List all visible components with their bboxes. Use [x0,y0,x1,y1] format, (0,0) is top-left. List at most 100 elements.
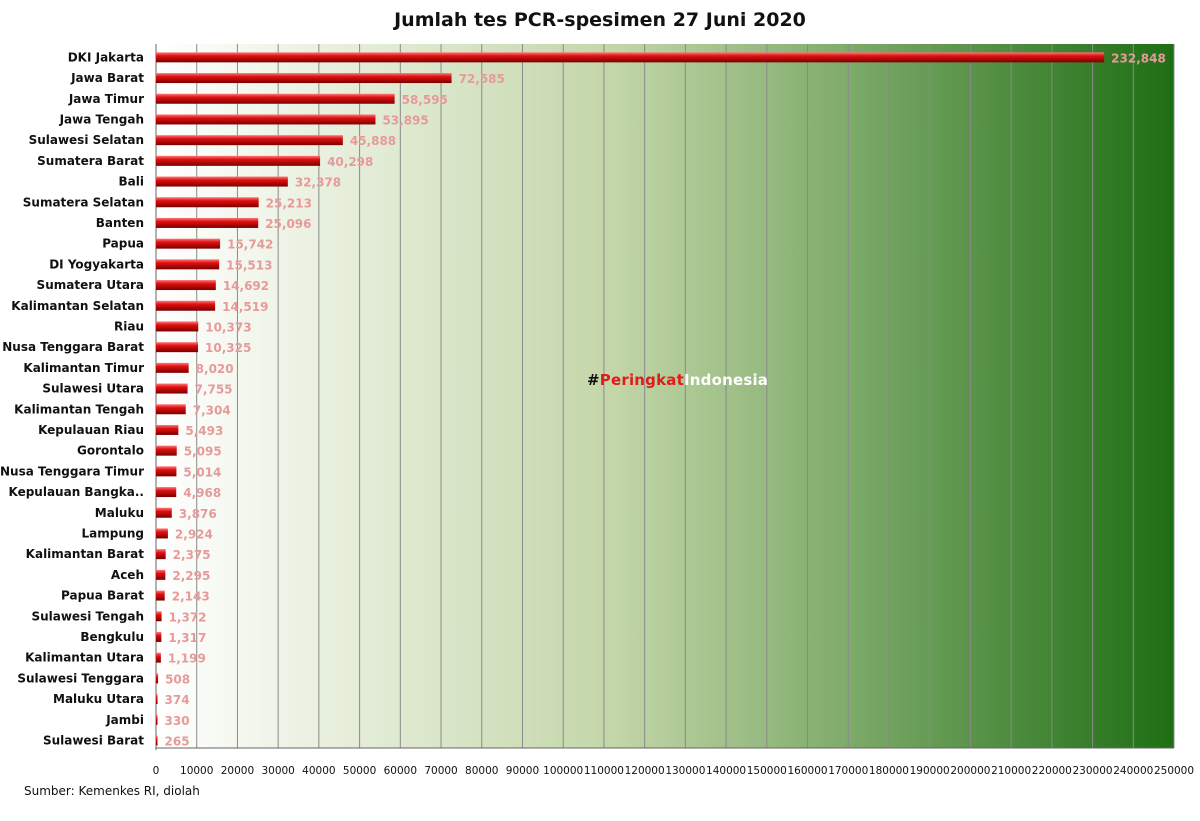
value-label: 14,519 [222,300,268,314]
value-label: 5,014 [183,465,221,479]
bar [156,507,172,518]
x-tick-label: 80000 [465,765,498,777]
category-label: Sulawesi Tengah [31,609,144,623]
chart-title: Jumlah tes PCR-spesimen 27 Juni 2020 [394,9,806,31]
category-label: Sumatera Utara [37,278,144,292]
category-label: Nusa Tenggara Barat [2,340,144,354]
bar [156,652,161,663]
x-tick-labels: 0 10000 20000 30000 40000 50000 60000 70000 8000… [153,765,1194,777]
category-label: DI Yogyakarta [49,257,144,271]
plot-area-background [156,44,1174,748]
value-label: 4,968 [183,486,221,500]
category-label: Jawa Barat [70,71,144,85]
value-label: 232,848 [1111,51,1166,65]
x-tick-label: 100000 [543,765,583,777]
category-label: Maluku Utara [53,692,144,706]
bar [156,735,158,746]
value-label: 1,199 [168,652,206,666]
value-label: 508 [165,672,190,686]
value-label: 40,298 [327,155,373,169]
bar [156,300,216,311]
value-label: 330 [165,714,190,728]
x-tick-label: 230000 [1073,765,1113,777]
source-note: Sumber: Kemenkes RI, diolah [24,784,200,798]
category-label: Papua Barat [61,589,144,603]
x-tick-label: 190000 [910,765,950,777]
value-label: 2,143 [172,590,210,604]
x-tick-label: 30000 [261,765,294,777]
value-label: 7,755 [195,383,233,397]
x-tick-label: 10000 [180,765,213,777]
bar [156,694,158,705]
category-label: Kepulauan Riau [38,423,144,437]
category-label: Jambi [105,713,144,727]
bar [156,321,199,332]
bars [156,52,1105,746]
value-label: 15,742 [227,238,273,252]
bar [156,342,199,353]
value-label: 5,493 [185,424,223,438]
x-tick-label: 210000 [991,765,1031,777]
gridlines [196,44,1175,748]
category-label: Sulawesi Utara [42,382,144,396]
bar [156,528,168,539]
x-tick-label: 70000 [424,765,457,777]
value-label: 45,888 [350,134,396,148]
category-label: Bali [119,175,144,189]
x-tick-label: 130000 [665,765,705,777]
category-label: Bengkulu [80,630,144,644]
watermark-hash: # [587,371,600,389]
bar [156,487,177,498]
value-label: 25,096 [265,217,311,231]
bar [156,93,395,104]
category-label: Sumatera Barat [37,154,144,168]
x-tick-label: 250000 [1154,765,1194,777]
x-tick-label: 0 [153,765,160,777]
x-tick-label: 140000 [706,765,746,777]
value-label: 10,373 [205,320,251,334]
bar [156,155,321,166]
category-labels: DKI Jakarta Jawa Barat Jawa Timur Jawa Teng… [0,50,144,747]
bar [156,217,259,228]
x-tick-label: 90000 [506,765,539,777]
bar [156,631,162,642]
category-label: Kalimantan Utara [25,651,144,665]
x-tick-label: 20000 [221,765,254,777]
watermark-indonesia: Indonesia [683,371,769,389]
category-label: Kalimantan Selatan [11,299,144,313]
category-label: Maluku [95,506,144,520]
category-label: Kepulauan Bangka.. [8,485,144,499]
bar [156,569,166,580]
value-label: 72,585 [459,72,505,86]
category-label: Sulawesi Barat [43,733,144,747]
bar [156,197,259,208]
bar [156,590,165,601]
bar [156,52,1105,63]
category-label: Sumatera Selatan [23,195,144,209]
category-label: Kalimantan Timur [23,361,144,375]
category-label: Lampung [81,526,144,540]
value-label: 265 [165,734,190,748]
value-label: 3,876 [179,507,217,521]
value-label: 14,692 [223,279,269,293]
value-label: 53,895 [382,113,428,127]
value-label: 5,095 [184,445,222,459]
value-labels: 232,848 72,585 58,595 53,895 45,888 40,298 32,… [165,51,1166,748]
x-tick-label: 220000 [1032,765,1072,777]
category-label: Sulawesi Tenggara [17,671,144,685]
value-label: 1,372 [169,610,207,624]
category-label: Riau [114,319,144,333]
x-tick-label: 60000 [384,765,417,777]
category-label: Aceh [111,568,144,582]
value-label: 2,924 [175,527,213,541]
value-label: 8,020 [196,362,234,376]
x-tick-label: 40000 [302,765,335,777]
bar [156,424,179,435]
value-label: 15,513 [226,258,272,272]
value-label: 1,317 [168,631,206,645]
value-label: 2,295 [172,569,210,583]
value-label: 374 [165,693,190,707]
bar [156,383,188,394]
watermark: #PeringkatIndonesia [587,371,768,389]
